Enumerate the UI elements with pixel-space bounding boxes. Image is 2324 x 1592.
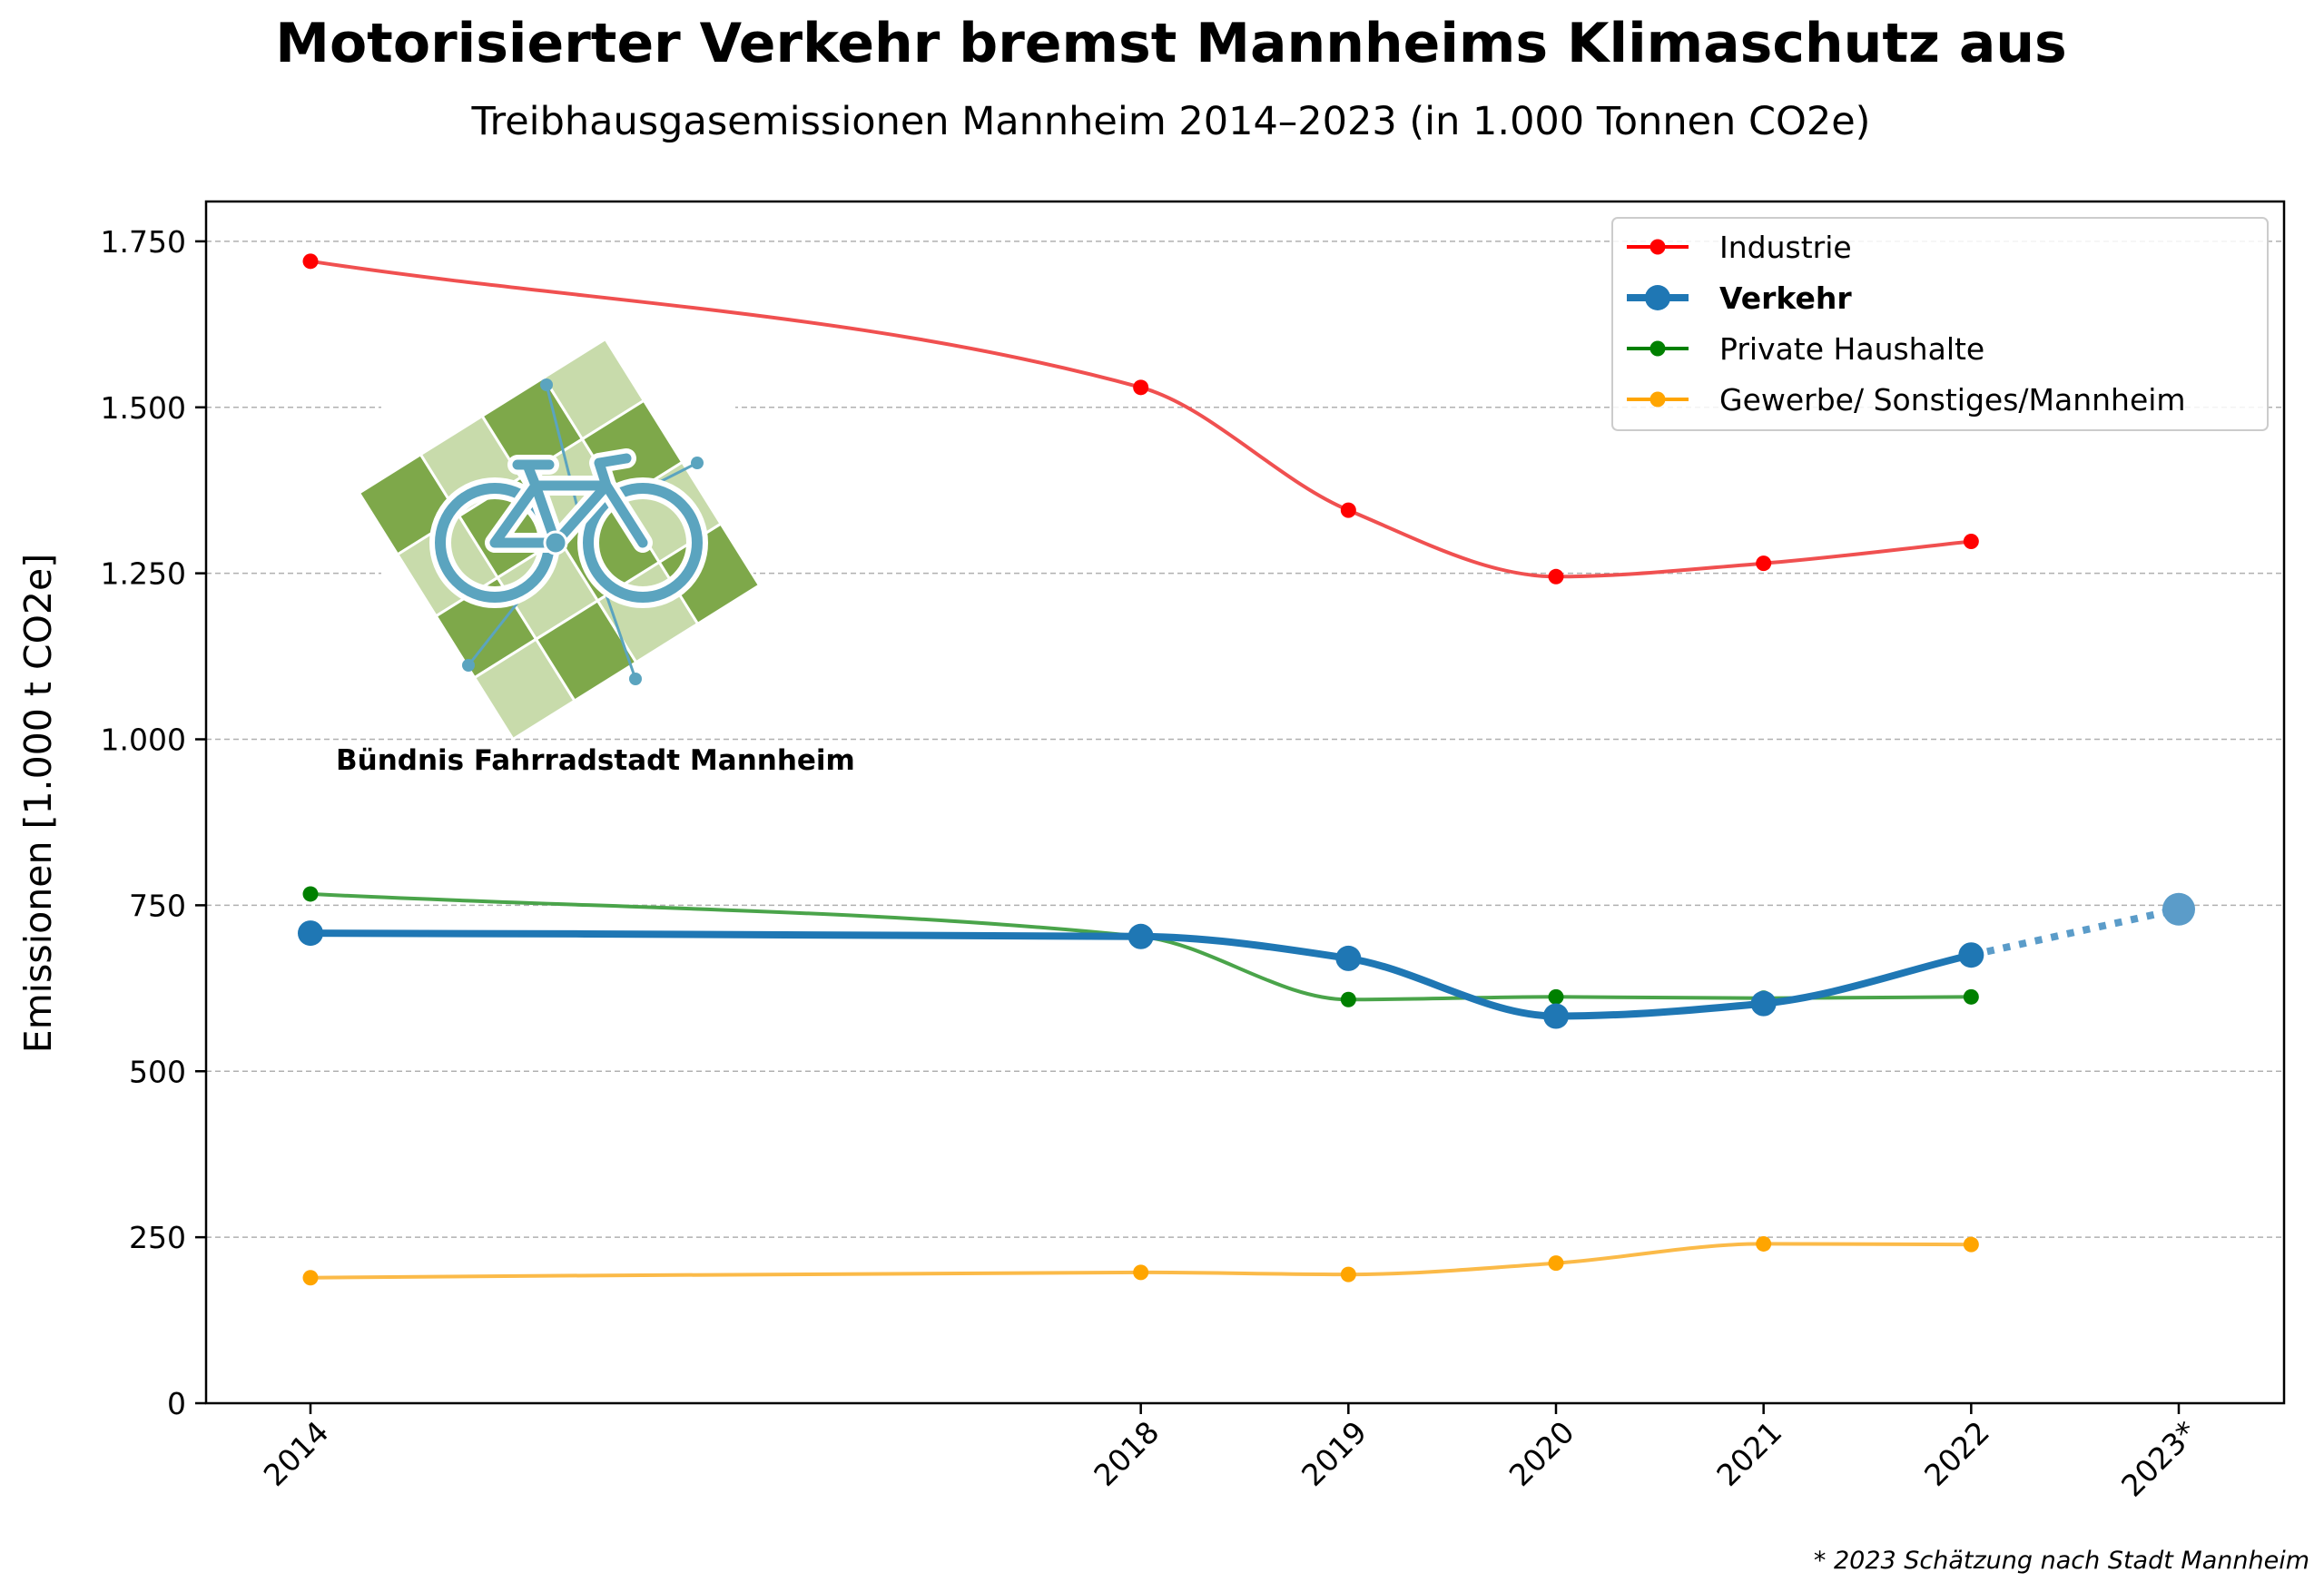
chart-title: Motorisierter Verkehr bremst Mannheims K… <box>275 12 2067 75</box>
logo-network-node <box>540 378 553 391</box>
legend-label: Gewerbe/ Sonstiges/Mannheim <box>1719 382 2186 418</box>
data-point <box>1963 1236 1979 1253</box>
y-tick-label: 250 <box>129 1220 186 1255</box>
chart-subtitle: Treibhausgasemissionen Mannheim 2014–202… <box>471 99 1871 144</box>
y-axis: 0 250 500 750 1.000 1.250 1.500 1.750 <box>101 224 206 1421</box>
legend-item: Private Haushalte <box>1627 331 1984 367</box>
logo-network-node <box>629 673 642 685</box>
logo-caption: Bündnis Fahrradstadt Mannheim <box>336 744 855 777</box>
legend-label: Industrie <box>1719 230 1852 265</box>
data-point <box>1340 502 1356 518</box>
bicycle-icon <box>429 448 708 608</box>
legend-swatch-marker <box>1649 239 1666 255</box>
series-markers <box>298 253 2195 1286</box>
data-point <box>1548 988 1564 1005</box>
legend-swatch-marker <box>1649 391 1666 408</box>
data-point <box>1133 1264 1149 1281</box>
data-point <box>1750 990 1777 1017</box>
data-point <box>1335 945 1362 971</box>
data-point <box>1548 1255 1564 1272</box>
y-tick-label: 1.000 <box>101 722 186 758</box>
legend-item: Industrie <box>1627 230 1852 265</box>
legend-item: Verkehr <box>1627 280 1852 316</box>
legend-label: Verkehr <box>1719 280 1852 316</box>
data-point <box>1128 923 1154 949</box>
data-point <box>1543 1003 1569 1029</box>
y-tick-label: 750 <box>129 888 186 923</box>
data-point <box>1963 988 1979 1005</box>
data-point <box>302 253 319 270</box>
y-tick-label: 1.250 <box>101 556 186 592</box>
y-tick-label: 0 <box>167 1386 186 1421</box>
y-axis-label: Emissionen [1.000 t CO2e] <box>16 554 60 1053</box>
data-point <box>1133 379 1149 396</box>
bicycle-wheel <box>583 483 703 603</box>
legend: Industrie Verkehr Private Haushalte Gewerbe… <box>1611 217 2269 431</box>
data-point <box>1756 555 1772 572</box>
plot-frame <box>204 200 2286 1405</box>
data-point <box>302 886 319 902</box>
legend-box <box>1611 217 2269 431</box>
y-tick-label: 1.500 <box>101 390 186 426</box>
data-point <box>1756 1235 1772 1252</box>
estimate-point <box>2162 892 2195 926</box>
logo: Bündnis Fahrradstadt Mannheim <box>336 337 855 777</box>
legend-swatch-marker <box>1649 340 1666 357</box>
legend-swatch-marker <box>1645 285 1670 310</box>
data-point <box>1963 534 1979 550</box>
data-point <box>1340 991 1356 1007</box>
data-point <box>1340 1266 1356 1282</box>
logo-network-node <box>462 659 475 672</box>
logo-network-line <box>545 384 583 523</box>
data-point <box>302 1270 319 1286</box>
data-point <box>1548 568 1564 585</box>
bicycle-crank <box>543 530 568 555</box>
legend-item: Gewerbe/ Sonstiges/Mannheim <box>1627 382 2186 418</box>
legend-label: Private Haushalte <box>1719 331 1984 367</box>
footnote: * 2023 Schätzung nach Stadt Mannheim <box>1814 1547 2309 1575</box>
y-tick-label: 500 <box>129 1054 186 1089</box>
logo-network-node <box>691 457 704 469</box>
data-point <box>1958 942 1984 968</box>
data-point <box>298 920 323 947</box>
estimate-line <box>1970 905 2180 959</box>
y-tick-label: 1.750 <box>101 224 186 260</box>
